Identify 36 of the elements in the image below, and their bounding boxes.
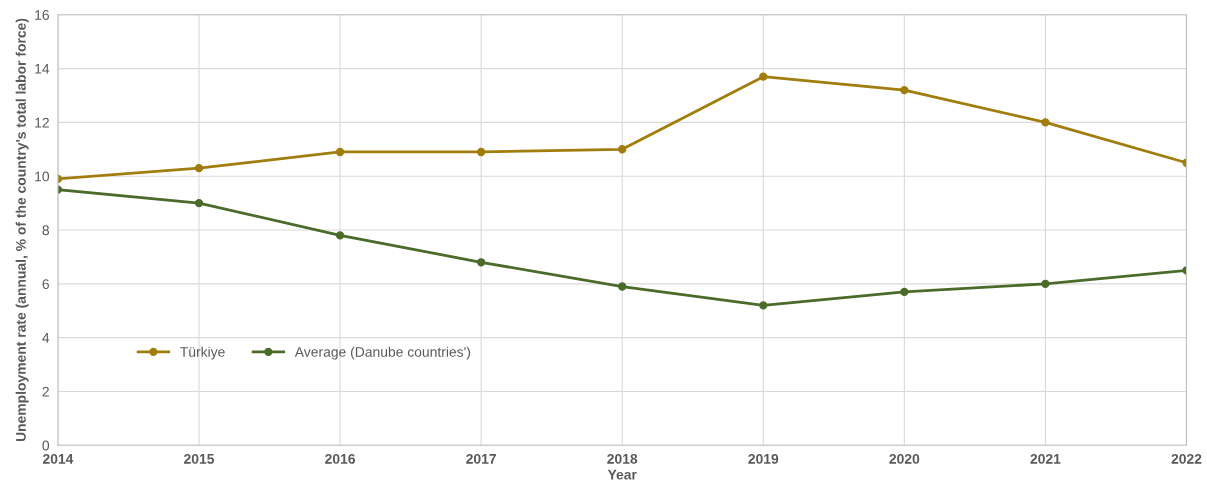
point — [335, 147, 345, 157]
point — [476, 147, 486, 157]
x-tick-label: 2016 — [325, 453, 356, 464]
y-tick-label: 0 — [42, 440, 50, 451]
y-tick-label: 2 — [42, 386, 49, 397]
point — [1041, 279, 1050, 288]
point — [759, 301, 768, 310]
point — [618, 282, 627, 291]
point — [618, 145, 627, 154]
legend-label: Average (Danube countries') — [294, 346, 471, 360]
y-tick-label: 16 — [35, 10, 49, 20]
y-tick-label: 6 — [42, 279, 49, 289]
x-axis-title: Year — [607, 469, 637, 480]
point — [476, 258, 486, 267]
y-tick-label: 4 — [42, 333, 50, 343]
y-axis-title: Unemployment rate (annual, % of the country's total labor force) — [15, 18, 29, 442]
x-tick-label: 2020 — [889, 453, 920, 464]
x-tick-label: 2014 — [42, 453, 74, 464]
point — [194, 198, 204, 208]
point — [1041, 118, 1050, 127]
point — [335, 231, 345, 240]
x-tick-label: 2017 — [466, 453, 496, 464]
y-tick-label: 14 — [35, 64, 50, 74]
point — [900, 85, 909, 95]
x-tick-label: 2021 — [1030, 453, 1061, 464]
point — [900, 287, 909, 297]
y-tick-label: 10 — [35, 171, 50, 182]
x-tick-label: 2019 — [748, 453, 779, 464]
y-tick-label: 8 — [42, 225, 49, 236]
point — [194, 163, 204, 173]
legend-label: Türkiye — [180, 346, 225, 360]
x-tick-label: 2022 — [1171, 453, 1202, 464]
y-tick-label: 12 — [35, 117, 49, 128]
point — [759, 72, 768, 81]
x-tick-label: 2018 — [607, 453, 638, 464]
x-tick-label: 2015 — [184, 453, 215, 464]
